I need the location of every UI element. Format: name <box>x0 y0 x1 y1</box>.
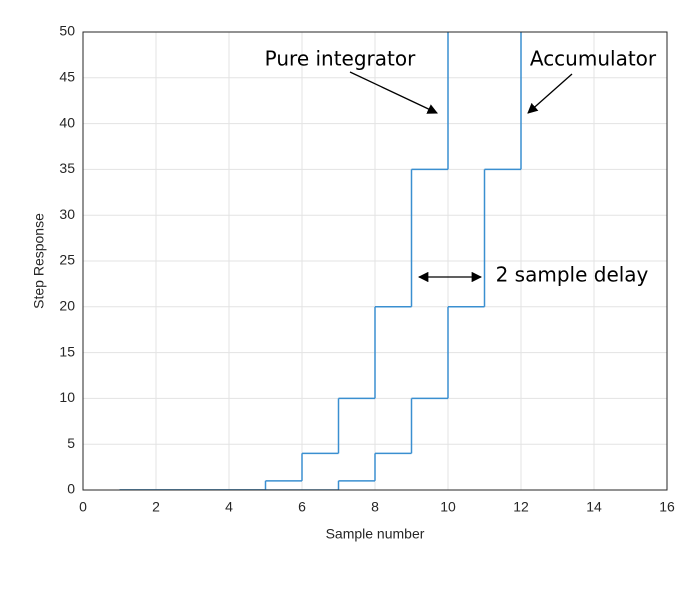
x-tick-label: 6 <box>298 499 306 515</box>
y-tick-label: 40 <box>59 114 75 130</box>
y-tick-label: 45 <box>59 69 75 85</box>
y-tick-label: 10 <box>59 389 75 405</box>
y-tick-label: 5 <box>67 435 75 451</box>
x-tick-label: 8 <box>371 499 379 515</box>
x-tick-label: 4 <box>225 499 233 515</box>
y-tick-label: 35 <box>59 160 75 176</box>
y-tick-label: 50 <box>59 23 75 39</box>
axes-box <box>82 31 668 491</box>
y-tick-label: 20 <box>59 298 75 314</box>
y-axis-label: Step Response <box>31 213 47 309</box>
x-tick-label: 14 <box>586 499 602 515</box>
x-tick-label: 12 <box>513 499 529 515</box>
y-tick-label: 25 <box>59 252 75 268</box>
y-tick-label: 15 <box>59 343 75 359</box>
annotation-arrow <box>349 71 438 114</box>
x-tick-label: 16 <box>659 499 675 515</box>
y-tick-label: 0 <box>67 481 75 497</box>
y-tick-label: 30 <box>59 206 75 222</box>
x-axis-label: Sample number <box>326 526 425 542</box>
x-tick-label: 0 <box>79 499 87 515</box>
x-tick-label: 10 <box>440 499 456 515</box>
annotation: Pure integrator <box>265 47 416 71</box>
annotation: 2 sample delay <box>496 263 649 287</box>
x-tick-label: 2 <box>152 499 160 515</box>
annotation-arrow <box>527 73 573 114</box>
annotation: Accumulator <box>530 47 657 71</box>
